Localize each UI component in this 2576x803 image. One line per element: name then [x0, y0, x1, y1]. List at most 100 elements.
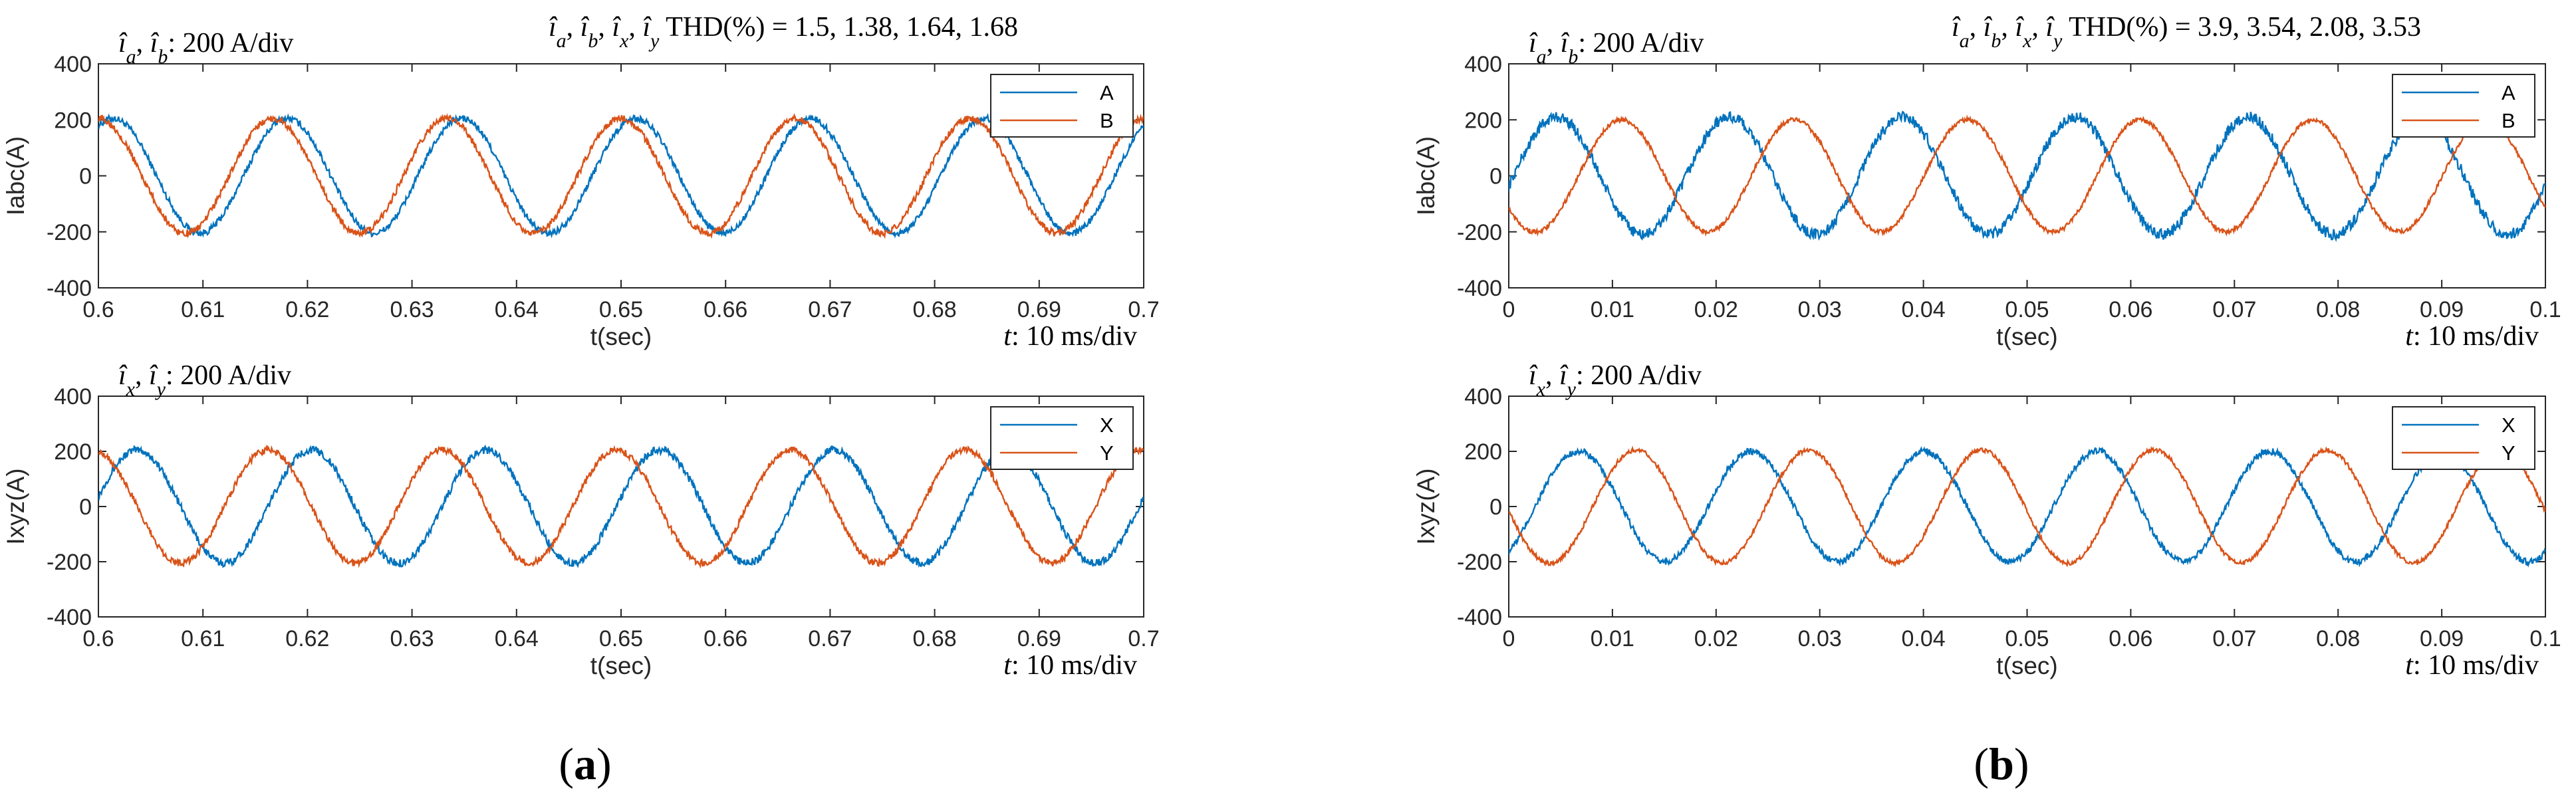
- legend-box: [990, 74, 1134, 138]
- y-tick-label: 0: [79, 495, 92, 520]
- x-axis-label: t(sec): [590, 323, 652, 350]
- x-tick-label: 0.61: [181, 626, 225, 651]
- x-tick-label: 0.02: [1694, 297, 1738, 322]
- series-line-Y: [1509, 445, 2545, 568]
- y-tick-label: 200: [54, 108, 92, 133]
- x-tick-label: 0.04: [1902, 626, 1946, 651]
- x-tick-label: 0.65: [599, 626, 643, 651]
- chart-panel-a-top: 0.6 0.61 0.62 0.63 0.64 0.65 0.66 0.67 0.68 0.69 0…: [2, 12, 1160, 352]
- y-axis-label: Iabc(A): [2, 136, 29, 215]
- x-tick-label: 0.09: [2420, 297, 2464, 322]
- x-tick-label: 0.7: [1128, 626, 1159, 651]
- legend-entry: Y: [2502, 441, 2515, 465]
- y-tick-label: -400: [47, 605, 92, 630]
- current-scale-annotation-abc: îa, îb: 200 A/div: [1529, 28, 1704, 68]
- x-tick-label: 0.64: [495, 626, 539, 651]
- x-tick-label: 0.6: [82, 626, 114, 651]
- y-tick-label: 400: [1464, 52, 1502, 77]
- x-tick-label: 0.09: [2420, 626, 2464, 651]
- x-tick-label: 0.68: [913, 626, 957, 651]
- x-tick-label: 0.66: [704, 297, 747, 322]
- x-tick-label: 0.07: [2212, 626, 2256, 651]
- current-scale-annotation-xy: îx, îy: 200 A/div: [118, 360, 291, 400]
- x-tick-label: 0.03: [1798, 297, 1842, 322]
- plot-area: [98, 396, 1144, 618]
- subfigure-label-a: (a): [559, 739, 611, 789]
- x-tick-label: 0.69: [1017, 626, 1061, 651]
- x-axis-label: t(sec): [1996, 652, 2058, 679]
- y-axis-label: Ixyz(A): [2, 468, 29, 544]
- x-tick-label: 0.67: [808, 297, 852, 322]
- y-tick-label: 200: [54, 439, 92, 465]
- series-line-B: [1509, 114, 2545, 237]
- time-division-annotation: t: 10 ms/div: [1003, 650, 1137, 681]
- y-tick-label: -200: [1457, 550, 1502, 575]
- thd-annotation: îa, îb, îx, îy THD(%) = 3.9, 3.54, 2…: [1952, 12, 2421, 52]
- x-tick-label: 0.08: [2316, 297, 2360, 322]
- y-tick-label: -400: [1457, 605, 1502, 630]
- legend-entry: X: [2502, 413, 2515, 437]
- subfigure-label-b: (b): [1974, 739, 2029, 789]
- chart-panel-b-bottom: 0 0.01 0.02 0.03 0.04 0.05 0.06 0.07 0.08 0.09 0.1…: [1412, 360, 2561, 681]
- y-tick-label: 200: [1464, 439, 1502, 465]
- x-tick-label: 0.06: [2109, 626, 2152, 651]
- time-division-annotation: t: 10 ms/div: [1003, 321, 1137, 352]
- x-tick-label: 0.07: [2212, 297, 2256, 322]
- x-tick-label: 0: [1503, 297, 1515, 322]
- x-tick-label: 0.6: [82, 297, 114, 322]
- series-line-A: [98, 112, 1144, 239]
- legend-entry: B: [1100, 109, 1114, 132]
- legend-box: [2392, 406, 2535, 470]
- y-tick-label: 200: [1464, 108, 1502, 133]
- y-tick-label: 400: [1464, 384, 1502, 409]
- x-tick-label: 0.62: [285, 626, 329, 651]
- series-line-X: [98, 444, 1144, 568]
- x-tick-label: 0.05: [2005, 297, 2049, 322]
- legend-entry: Y: [1100, 441, 1114, 465]
- x-tick-label: 0.64: [495, 297, 539, 322]
- y-tick-label: -400: [1457, 276, 1502, 301]
- plot-area: [98, 63, 1144, 288]
- plot-area: [1508, 63, 2546, 288]
- x-tick-label: 0.03: [1798, 626, 1842, 651]
- x-tick-label: 0.01: [1591, 626, 1634, 651]
- legend-entry: A: [2502, 81, 2515, 104]
- current-scale-annotation-xy: îx, îy: 200 A/div: [1529, 360, 1702, 400]
- legend-entry: X: [1100, 413, 1114, 437]
- y-tick-label: 0: [1489, 164, 1502, 189]
- chart-panel-a-bottom: 0.6 0.61 0.62 0.63 0.64 0.65 0.66 0.67 0.68 0.69 0…: [2, 360, 1160, 681]
- current-scale-annotation-abc: îa, îb: 200 A/div: [118, 28, 293, 68]
- x-tick-label: 0.62: [285, 297, 329, 322]
- series-line-B: [98, 112, 1144, 239]
- y-tick-label: -200: [1457, 220, 1502, 245]
- x-tick-label: 0.1: [2529, 297, 2561, 322]
- y-tick-label: 0: [79, 164, 92, 189]
- x-axis-label: t(sec): [590, 652, 652, 679]
- y-axis-label: Ixyz(A): [1412, 468, 1440, 544]
- chart-panel-b-top: 0 0.01 0.02 0.03 0.04 0.05 0.06 0.07 0.08 0.09 0.1…: [1412, 12, 2561, 352]
- legend-box: [990, 406, 1134, 470]
- x-tick-label: 0.67: [808, 626, 852, 651]
- plot-area: [1508, 396, 2546, 618]
- x-tick-label: 0.01: [1591, 297, 1634, 322]
- y-axis-label: Iabc(A): [1412, 136, 1440, 215]
- y-tick-label: -200: [47, 220, 92, 245]
- series-line-A: [1509, 110, 2545, 243]
- y-tick-label: -400: [47, 276, 92, 301]
- x-tick-label: 0.63: [390, 626, 434, 651]
- x-tick-label: 0.69: [1017, 297, 1061, 322]
- x-tick-label: 0: [1503, 626, 1515, 651]
- x-tick-label: 0.1: [2529, 626, 2561, 651]
- legend-box: [2392, 74, 2535, 138]
- y-tick-label: 400: [54, 52, 92, 77]
- series-line-X: [1509, 446, 2545, 568]
- x-tick-label: 0.05: [2005, 626, 2049, 651]
- time-division-annotation: t: 10 ms/div: [2405, 321, 2539, 352]
- x-tick-label: 0.63: [390, 297, 434, 322]
- legend-entry: A: [1100, 81, 1114, 104]
- series-line-Y: [98, 444, 1144, 569]
- thd-annotation: îa, îb, îx, îy THD(%) = 1.5, 1.38, 1…: [549, 12, 1018, 52]
- time-division-annotation: t: 10 ms/div: [2405, 650, 2539, 681]
- x-axis-label: t(sec): [1996, 323, 2058, 350]
